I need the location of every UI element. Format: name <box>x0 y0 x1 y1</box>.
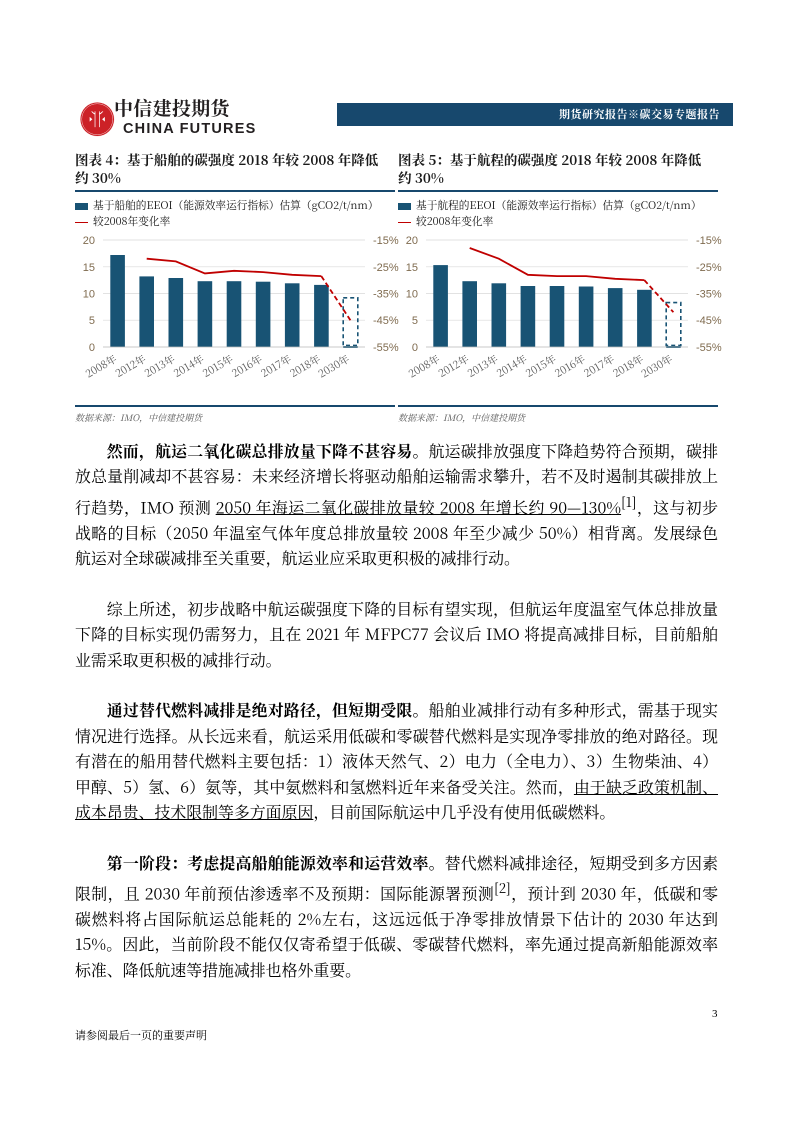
svg-text:10: 10 <box>83 289 95 301</box>
svg-text:-55%: -55% <box>373 342 399 354</box>
svg-text:5: 5 <box>412 315 418 327</box>
svg-text:0: 0 <box>412 342 418 354</box>
svg-text:-15%: -15% <box>373 235 399 247</box>
svg-text:-15%: -15% <box>696 235 722 247</box>
svg-text:-35%: -35% <box>696 289 722 301</box>
svg-text:-55%: -55% <box>696 342 722 354</box>
svg-text:20: 20 <box>406 235 418 247</box>
svg-text:-45%: -45% <box>373 315 399 327</box>
svg-text:2030年: 2030年 <box>316 351 353 381</box>
svg-text:10: 10 <box>406 289 418 301</box>
svg-text:15: 15 <box>406 262 418 274</box>
svg-text:-35%: -35% <box>373 289 399 301</box>
svg-text:-25%: -25% <box>696 262 722 274</box>
svg-text:2030年: 2030年 <box>639 351 676 381</box>
svg-text:-45%: -45% <box>696 315 722 327</box>
svg-text:-25%: -25% <box>373 262 399 274</box>
svg-text:20: 20 <box>83 235 95 247</box>
svg-text:0: 0 <box>89 342 95 354</box>
svg-text:15: 15 <box>83 262 95 274</box>
svg-text:5: 5 <box>89 315 95 327</box>
